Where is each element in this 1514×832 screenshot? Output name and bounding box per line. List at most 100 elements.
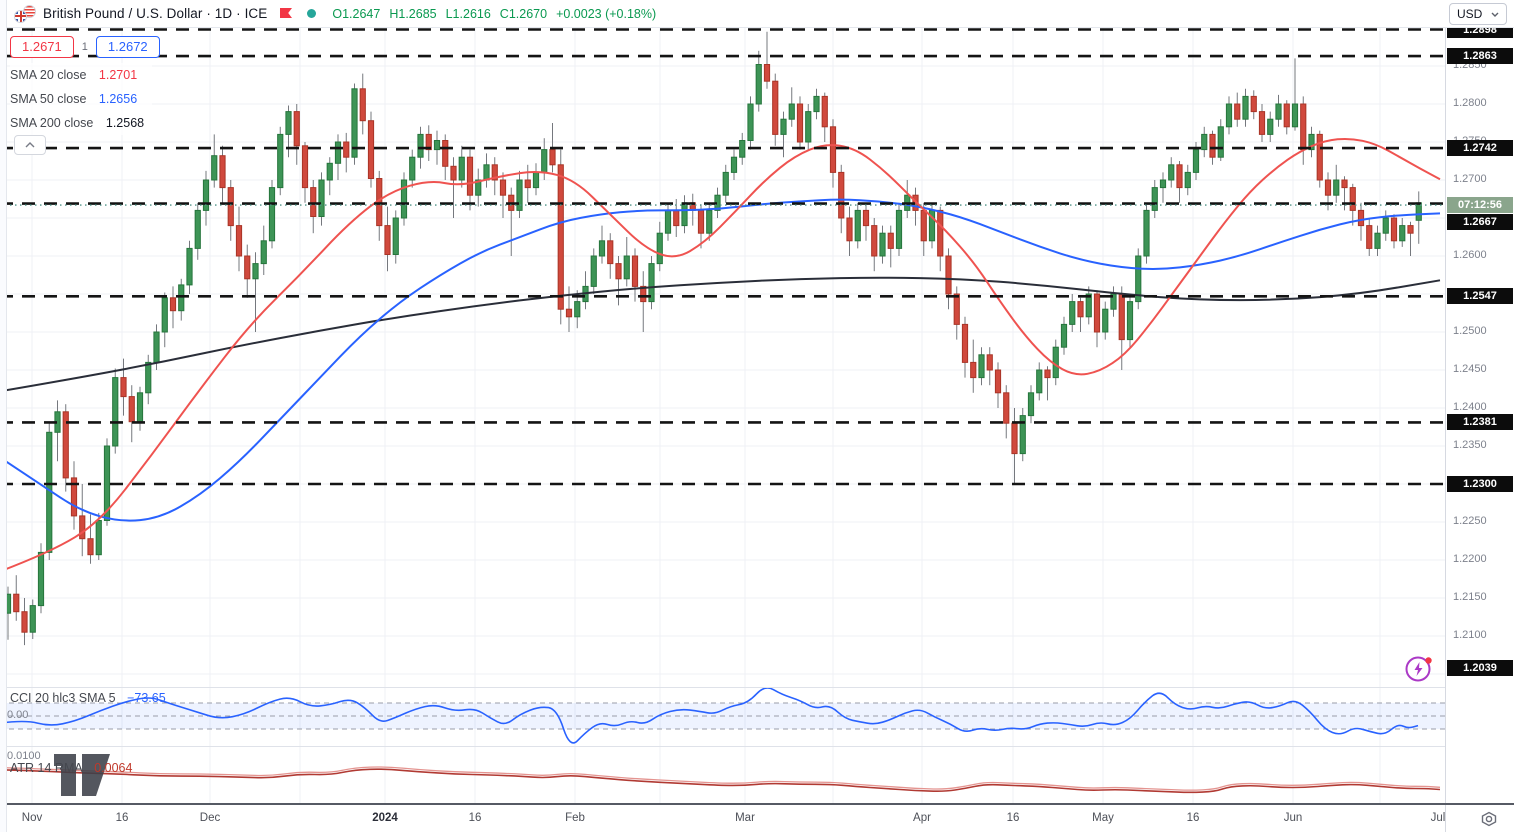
candle-body[interactable] (442, 140, 449, 167)
candle-body[interactable] (623, 255, 630, 280)
candle-body[interactable] (1399, 225, 1406, 242)
candle-body[interactable] (1102, 308, 1109, 333)
price-level-label[interactable]: 1.2300 (1447, 476, 1513, 492)
main-chart-pane[interactable] (0, 28, 1445, 687)
pane-separator[interactable] (0, 687, 1445, 688)
sma200-line[interactable] (0, 276, 1441, 393)
candle-body[interactable] (79, 515, 86, 540)
candle-body[interactable] (1349, 187, 1356, 211)
candle-body[interactable] (1118, 293, 1125, 341)
cci-indicator-pane[interactable] (0, 687, 1445, 746)
candle-body[interactable] (631, 255, 639, 287)
candle-body[interactable] (854, 209, 861, 242)
market-status-dot-icon[interactable] (307, 9, 317, 18)
time-tick[interactable]: 16 (1006, 812, 1020, 824)
candle-body[interactable] (62, 411, 69, 479)
legend-row-sma20[interactable]: SMA 20 close 1.2701 (10, 63, 144, 87)
candle-body[interactable] (772, 80, 779, 135)
candle-body[interactable] (219, 155, 226, 189)
candle-body[interactable] (211, 155, 218, 181)
candle-body[interactable] (871, 225, 878, 257)
price-level-label[interactable]: 1.2381 (1447, 414, 1513, 431)
candle-body[interactable] (1250, 95, 1257, 113)
candle-body[interactable] (400, 179, 408, 219)
time-tick[interactable]: Jul (1430, 812, 1446, 824)
candle-body[interactable] (1300, 103, 1307, 151)
candle-body[interactable] (310, 187, 317, 218)
candle-body[interactable] (953, 293, 960, 325)
time-tick[interactable]: Feb (565, 812, 585, 824)
time-tick[interactable]: Dec (199, 812, 221, 824)
flag-bookmark-icon[interactable] (279, 7, 293, 21)
candle-body[interactable] (1085, 293, 1092, 318)
candle-body[interactable] (359, 88, 366, 122)
candle-body[interactable] (1192, 149, 1200, 173)
time-tick[interactable]: Mar (735, 812, 755, 824)
candle-body[interactable] (95, 520, 102, 556)
candle-body[interactable] (706, 209, 713, 234)
candle-body[interactable] (293, 111, 300, 147)
candle-body[interactable] (524, 179, 531, 189)
candle-body[interactable] (961, 323, 969, 363)
symbol-flags-icon[interactable] (14, 4, 36, 23)
candle-body[interactable] (697, 209, 705, 234)
candle-body[interactable] (1151, 187, 1158, 211)
candle-body[interactable] (384, 225, 391, 256)
candle-body[interactable] (1003, 392, 1010, 424)
candle-body[interactable] (409, 156, 416, 181)
atr-legend[interactable]: ATR 14 RMA 0.0064 (10, 761, 132, 775)
candle-body[interactable] (1225, 103, 1233, 128)
pane-separator[interactable] (0, 746, 1445, 747)
candle-body[interactable] (673, 209, 680, 227)
candle-body[interactable] (450, 165, 457, 181)
candle-body[interactable] (722, 171, 729, 196)
candle-body[interactable] (1184, 171, 1191, 189)
candle-body[interactable] (1201, 133, 1208, 151)
legend-collapse-button[interactable] (14, 135, 46, 155)
candle-body[interactable] (1126, 301, 1134, 341)
candle-body[interactable] (590, 255, 597, 287)
left-panel-edge[interactable] (0, 0, 7, 832)
candle-body[interactable] (574, 301, 581, 318)
price-level-label[interactable]: 1.2742 (1447, 140, 1513, 157)
candle-body[interactable] (268, 187, 276, 242)
time-tick[interactable]: May (1092, 812, 1114, 824)
candle-body[interactable] (29, 605, 36, 633)
candle-body[interactable] (1390, 217, 1398, 242)
candle-body[interactable] (755, 64, 762, 105)
candle-body[interactable] (1242, 95, 1249, 120)
candle-body[interactable] (252, 263, 259, 280)
candle-body[interactable] (343, 141, 350, 158)
candle-body[interactable] (169, 297, 177, 312)
candle-body[interactable] (70, 477, 78, 517)
candle-body[interactable] (235, 225, 243, 257)
candle-body[interactable] (1027, 392, 1035, 417)
candle-body[interactable] (301, 145, 309, 189)
candle-body[interactable] (202, 179, 210, 211)
candle-body[interactable] (351, 88, 358, 158)
candle-body[interactable] (227, 187, 234, 227)
candle-body[interactable] (1209, 133, 1216, 158)
time-tick[interactable]: Apr (913, 812, 931, 824)
candle-body[interactable] (763, 64, 771, 82)
candle-body[interactable] (1258, 111, 1266, 135)
candle-body[interactable] (475, 179, 482, 196)
candle-body[interactable] (194, 209, 201, 249)
settings-gear-icon[interactable] (1480, 810, 1498, 832)
candle-body[interactable] (1308, 133, 1315, 151)
candle-body[interactable] (598, 240, 606, 257)
candle-body[interactable] (532, 171, 540, 189)
candle-body[interactable] (491, 164, 498, 181)
candle-body[interactable] (37, 551, 45, 607)
candle-body[interactable] (1060, 323, 1068, 348)
candle-body[interactable] (648, 263, 655, 303)
candle-body[interactable] (87, 538, 94, 556)
candle-body[interactable] (178, 284, 185, 312)
candle-body[interactable] (1069, 301, 1076, 325)
candle-body[interactable] (1374, 232, 1381, 249)
candle-body[interactable] (417, 133, 424, 158)
candle-body[interactable] (986, 354, 993, 371)
candle-body[interactable] (805, 111, 812, 143)
candle-body[interactable] (730, 156, 738, 173)
candle-body[interactable] (1333, 179, 1340, 196)
